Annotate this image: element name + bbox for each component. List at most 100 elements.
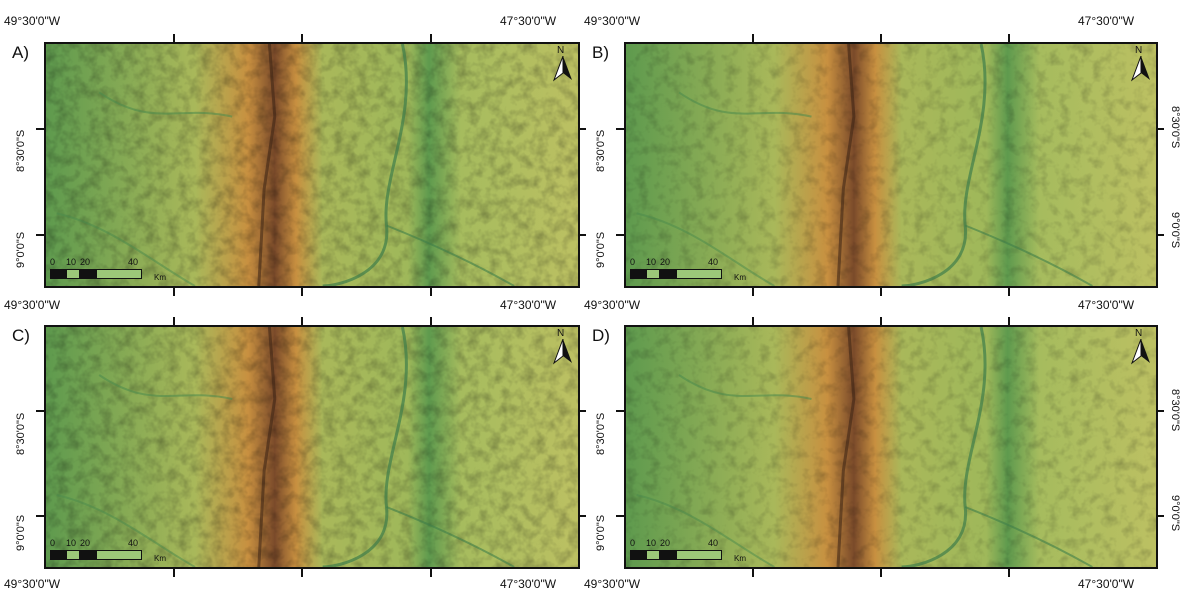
terrain-raster [46, 44, 578, 286]
scale-tick-label: 10 [646, 538, 657, 548]
graticule-tick [616, 515, 624, 518]
lat-label-top-right: 8°30'0"S [1169, 389, 1181, 432]
graticule-tick [1008, 569, 1011, 577]
scale-tick-label: 0 [50, 257, 56, 267]
north-arrow: N [552, 46, 574, 82]
lon-label-right: 47°30'0"W [1078, 14, 1135, 28]
scale-bar: 0 10 20 40 Km [50, 538, 166, 565]
scale-tick-label: 10 [66, 257, 77, 267]
lon-label-left: 49°30'0"W [584, 14, 641, 28]
scale-segment [80, 550, 96, 560]
graticule-tick [616, 128, 624, 131]
lon-label-left: 49°30'0"W [4, 14, 61, 28]
lat-label-bottom: 9°0'0"S [595, 231, 607, 268]
scale-segment [646, 550, 660, 560]
lat-label-top: 8°30'0"S [15, 412, 27, 455]
north-arrow-icon [552, 339, 572, 365]
graticule-tick [752, 317, 755, 325]
terrain-raster [626, 327, 1156, 567]
graticule-tick [36, 515, 44, 518]
graticule-tick [172, 569, 175, 577]
graticule-tick [172, 317, 175, 325]
graticule-tick [880, 317, 883, 325]
lat-label-bottom-right: 9°0'0"S [1169, 495, 1181, 532]
graticule-tick [301, 34, 304, 42]
graticule-tick [301, 288, 304, 296]
panel-label: B) [592, 43, 609, 62]
graticule-tick [1008, 34, 1011, 42]
graticule-tick [301, 317, 304, 325]
lat-label-bottom: 9°0'0"S [15, 231, 27, 268]
scale-tick-label: 40 [128, 257, 139, 267]
graticule-tick [172, 34, 175, 42]
graticule-tick [752, 569, 755, 577]
scale-tick-label: 0 [630, 538, 636, 548]
north-arrow: N [1130, 329, 1152, 365]
graticule-tick [880, 569, 883, 577]
north-label: N [557, 328, 565, 339]
scale-segment [630, 550, 646, 560]
panel-label: C) [12, 326, 30, 345]
lat-label-top-right: 8°30'0"S [1169, 106, 1181, 149]
graticule-tick [1158, 515, 1164, 518]
scale-segment [96, 269, 142, 279]
graticule-tick [1008, 317, 1011, 325]
north-arrow-icon [1130, 339, 1150, 365]
scale-bar: 0 10 20 40 Km [630, 538, 746, 565]
scale-segment [676, 269, 722, 279]
map-frame [44, 325, 580, 569]
scale-segment [66, 269, 80, 279]
scale-tick-label: 10 [646, 257, 657, 267]
graticule-tick [752, 34, 755, 42]
graticule-tick [580, 410, 586, 413]
north-arrow-icon [552, 56, 572, 82]
scale-segment [50, 550, 66, 560]
graticule-tick [172, 288, 175, 296]
scale-tick-label: 40 [128, 538, 139, 548]
scale-segment [660, 550, 676, 560]
lat-label-top: 8°30'0"S [595, 129, 607, 172]
lon-label-right: 47°30'0"W [500, 14, 557, 28]
scale-tick-label: 0 [50, 538, 56, 548]
panel-label: D) [592, 326, 610, 345]
graticule-tick [36, 233, 44, 236]
scale-tick-label: 20 [80, 538, 91, 548]
graticule-tick [1158, 128, 1164, 131]
panel-label: A) [12, 43, 29, 62]
graticule-tick [429, 317, 432, 325]
scale-segment [50, 269, 66, 279]
graticule-tick [880, 288, 883, 296]
lat-label-bottom: 9°0'0"S [595, 514, 607, 551]
scale-unit-label: Km [154, 273, 166, 282]
lon-label-bottom-left-c: 49°30'0"W [4, 577, 61, 591]
graticule-tick [429, 288, 432, 296]
scale-tick-label: 40 [708, 257, 719, 267]
lat-label-bottom-right: 9°0'0"S [1169, 212, 1181, 249]
lon-label-bottom-left-d: 49°30'0"W [584, 577, 641, 591]
scale-bar: 0 10 20 40 Km [630, 257, 746, 284]
lat-label-bottom: 9°0'0"S [15, 514, 27, 551]
north-arrow: N [1130, 46, 1152, 82]
scale-segment [646, 269, 660, 279]
graticule-tick [301, 569, 304, 577]
graticule-tick [580, 233, 586, 236]
scale-unit-label: Km [734, 273, 746, 282]
graticule-tick [36, 128, 44, 131]
graticule-tick [616, 233, 624, 236]
graticule-tick [1158, 410, 1164, 413]
map-frame [624, 42, 1158, 288]
north-arrow: N [552, 329, 574, 365]
terrain-raster [46, 327, 578, 567]
scale-tick-label: 10 [66, 538, 77, 548]
scale-segment [676, 550, 722, 560]
terrain-raster [626, 44, 1156, 286]
graticule-tick [880, 34, 883, 42]
map-frame [44, 42, 580, 288]
scale-unit-label: Km [154, 554, 166, 563]
north-label: N [1135, 328, 1143, 339]
lon-label-bottom-right-c: 47°30'0"W [500, 577, 557, 591]
graticule-tick [1158, 233, 1164, 236]
scale-unit-label: Km [734, 554, 746, 563]
graticule-tick [580, 128, 586, 131]
scale-tick-label: 20 [660, 257, 671, 267]
